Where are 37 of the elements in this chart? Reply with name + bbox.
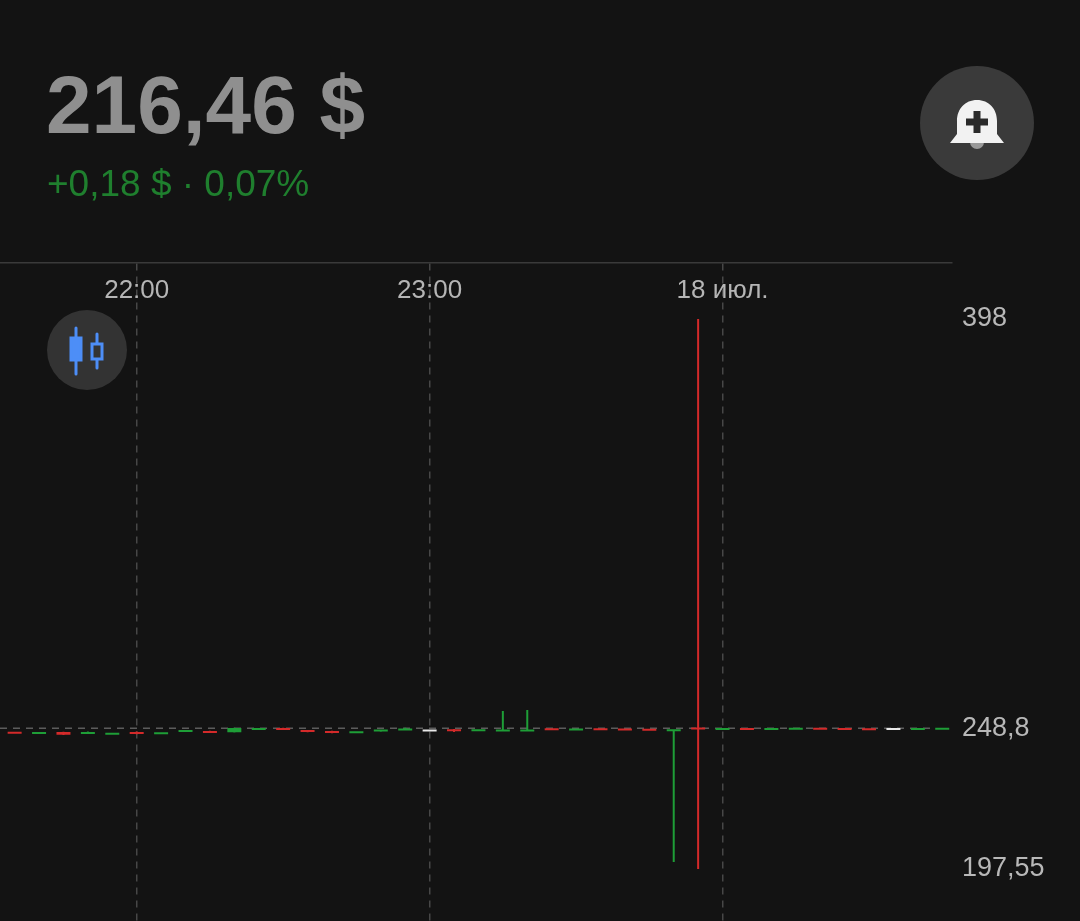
candlestick [544, 728, 559, 731]
candlestick [910, 727, 925, 730]
candlestick [666, 729, 681, 863]
y-tick-label: 197,55 [962, 852, 1045, 883]
candlestick [813, 727, 828, 730]
candlestick [129, 731, 144, 735]
candlestick [105, 732, 120, 735]
candlestick [154, 732, 169, 735]
candlestick [471, 729, 486, 732]
y-tick-label: 398 [962, 302, 1008, 333]
x-tick-label: 18 июл. [676, 274, 769, 305]
candlestick [691, 318, 706, 869]
candlestick [495, 711, 510, 732]
candlestick [739, 727, 754, 730]
candlestick [788, 727, 803, 730]
candlestick [764, 727, 779, 730]
candlestick [886, 727, 901, 730]
candlestick [935, 727, 950, 730]
candlestick [642, 728, 657, 731]
candlestick [520, 709, 535, 732]
candlestick [715, 727, 730, 730]
candlestick [56, 731, 71, 735]
candlestick [569, 728, 584, 731]
candlestick [862, 728, 877, 731]
candlestick [251, 727, 266, 730]
y-tick-label: 248,8 [962, 711, 1030, 742]
candlestick [422, 729, 437, 732]
candlestick [593, 728, 608, 731]
candlestick [80, 731, 95, 735]
x-tick-label: 23:00 [397, 274, 463, 305]
candlestick [32, 731, 47, 734]
candlestick [373, 729, 388, 732]
candlestick [837, 727, 852, 730]
chart-subtitle: +0,18 $ · 0,07% [47, 163, 310, 204]
chart-title: 216,46 $ [46, 59, 366, 150]
x-tick-label: 22:00 [104, 274, 170, 305]
candlestick [617, 728, 632, 731]
